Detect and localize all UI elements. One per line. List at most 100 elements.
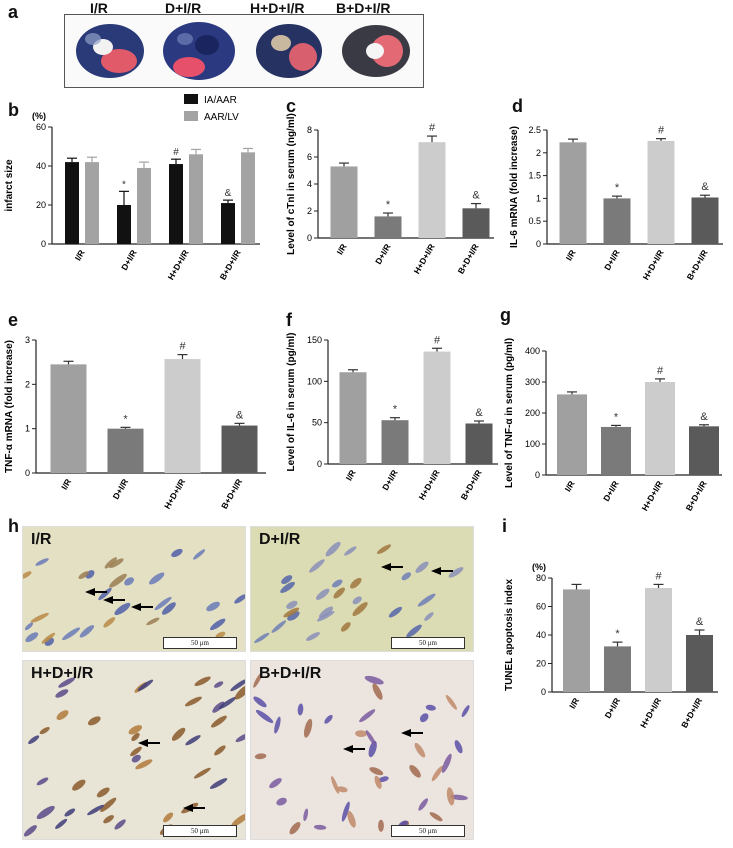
significance-mark: # [429,122,436,134]
cell-nucleus [316,610,335,622]
cell-nucleus [41,632,56,644]
cell-nucleus [30,612,49,623]
y-tick-label: 200 [525,408,540,418]
cell-nucleus [336,786,348,793]
y-tick-label: 1 [25,424,30,434]
cell-nucleus [103,617,116,628]
panel-letter-b: b [8,100,19,120]
bar-B+D+I/R [465,423,493,464]
micrograph-label-bdir: B+D+I/R [259,665,322,682]
cell-nucleus [36,777,49,786]
cell-nucleus [303,718,313,738]
cell-nucleus [171,548,183,558]
micrograph-label-dir: D+I/R [259,531,301,548]
cell-nucleus [303,808,309,822]
cell-nucleus [109,558,124,569]
bar-D+I/R [107,428,144,473]
micrograph-ir: I/R 50 μm [22,526,246,652]
cell-nucleus [374,775,382,789]
cell-nucleus [424,612,434,621]
significance-mark: # [658,125,665,137]
y-tick-label: 40 [536,630,546,640]
x-tick-label: D+I/R [111,477,131,501]
x-tick-label: D+I/R [380,468,400,492]
x-tick-label: B+D+I/R [219,477,244,511]
cell-nucleus [109,573,127,588]
cell-nucleus [415,561,429,573]
cell-nucleus [124,577,134,586]
cell-nucleus [87,804,105,816]
cell-nucleus [318,606,334,619]
bar-IA/AAR-I/R [65,162,79,244]
scale-bar-bdir: 50 μm [391,825,465,837]
arrow-icon [138,739,160,747]
cell-nucleus [98,587,112,601]
cell-nucleus [418,798,428,811]
y-tick-label: 2 [536,148,541,158]
y-tick-label: 2.5 [528,125,541,135]
bar-H+D+I/R [647,140,675,244]
cell-nucleus [255,709,274,724]
y-tick-label: 8 [307,125,312,135]
cell-nucleus [23,571,32,579]
cell-nucleus [254,753,267,760]
cell-nucleus [325,541,341,557]
bar-H+D+I/R [418,142,446,238]
y-tick-label: 60 [36,122,46,132]
heart-photo-ir [76,24,144,78]
y-tick-label: 300 [525,377,540,387]
y-axis-unit: (%) [32,111,46,121]
panel-letter-g: g [500,305,511,325]
cell-nucleus [297,703,304,716]
bar-I/R [330,166,358,238]
cell-nucleus [131,754,141,763]
cell-nucleus [352,596,362,605]
cell-nucleus [378,776,389,783]
bar-D+I/R [374,216,402,238]
cell-nucleus [154,596,172,611]
y-tick-label: 20 [36,200,46,210]
arrow-icon [381,563,403,571]
cell-nucleus [254,632,270,644]
y-tick-label: 40 [36,161,46,171]
cell-nucleus [331,776,340,794]
cell-nucleus [417,593,436,607]
x-tick-label: H+D+I/R [412,242,437,276]
x-tick-label: B+D+I/R [459,468,484,502]
significance-mark: # [655,570,662,582]
x-tick-label: D+I/R [603,696,623,720]
y-tick-label: 2 [307,206,312,216]
cell-nucleus [23,825,37,837]
bar-AAR/LV-I/R [85,162,99,244]
cell-nucleus [324,714,333,724]
chart-e: 0 1 2 3 TNF-α mRNA (fold increase) I/R * D+I/R #… [4,335,266,511]
cell-nucleus [163,812,174,823]
significance-mark: & [701,181,709,193]
cell-nucleus [234,684,245,700]
cell-nucleus [378,819,384,832]
cell-nucleus [341,801,350,822]
y-tick-label: 60 [536,602,546,612]
x-tick-label: B+D+I/R [456,242,481,276]
significance-mark: * [393,404,398,416]
cell-nucleus [431,765,444,782]
cell-nucleus [137,679,154,691]
cell-nucleus [56,710,69,721]
significance-mark: & [225,188,232,199]
significance-mark: # [179,341,186,353]
cell-nucleus [306,632,320,641]
significance-mark: * [615,628,620,640]
panel-letter-f: f [286,310,292,330]
cell-nucleus [135,759,153,770]
cell-nucleus [213,681,224,688]
cell-nucleus [64,808,76,817]
cell-nucleus [441,753,452,773]
cell-nucleus [212,701,225,713]
x-tick-label: I/R [567,696,581,710]
cell-nucleus [445,694,457,710]
bar-AAR/LV-B+D+I/R [241,152,255,244]
significance-mark: * [386,199,391,211]
cell-nucleus [309,559,325,573]
bar-B+D+I/R [691,197,719,244]
chart-g: 0 100 200 300 400 Level of TNF-α in serum (pg… [504,338,722,513]
